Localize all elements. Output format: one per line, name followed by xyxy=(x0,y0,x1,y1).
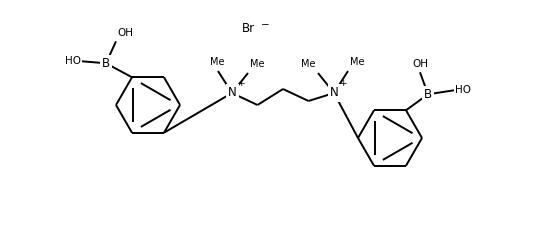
Text: B: B xyxy=(424,88,432,101)
Text: Br: Br xyxy=(241,21,255,34)
Text: Me: Me xyxy=(301,59,316,69)
Text: Me: Me xyxy=(210,57,224,67)
Text: Me: Me xyxy=(350,57,365,67)
Text: +: + xyxy=(237,79,245,88)
Text: OH: OH xyxy=(412,59,428,69)
Text: N: N xyxy=(330,86,339,99)
Text: HO: HO xyxy=(455,85,471,95)
Text: B: B xyxy=(102,57,110,70)
Text: HO: HO xyxy=(65,56,81,66)
Text: Me: Me xyxy=(250,59,265,69)
Text: +: + xyxy=(339,79,346,88)
Text: OH: OH xyxy=(117,28,133,38)
Text: N: N xyxy=(227,86,236,99)
Text: −: − xyxy=(261,20,270,30)
